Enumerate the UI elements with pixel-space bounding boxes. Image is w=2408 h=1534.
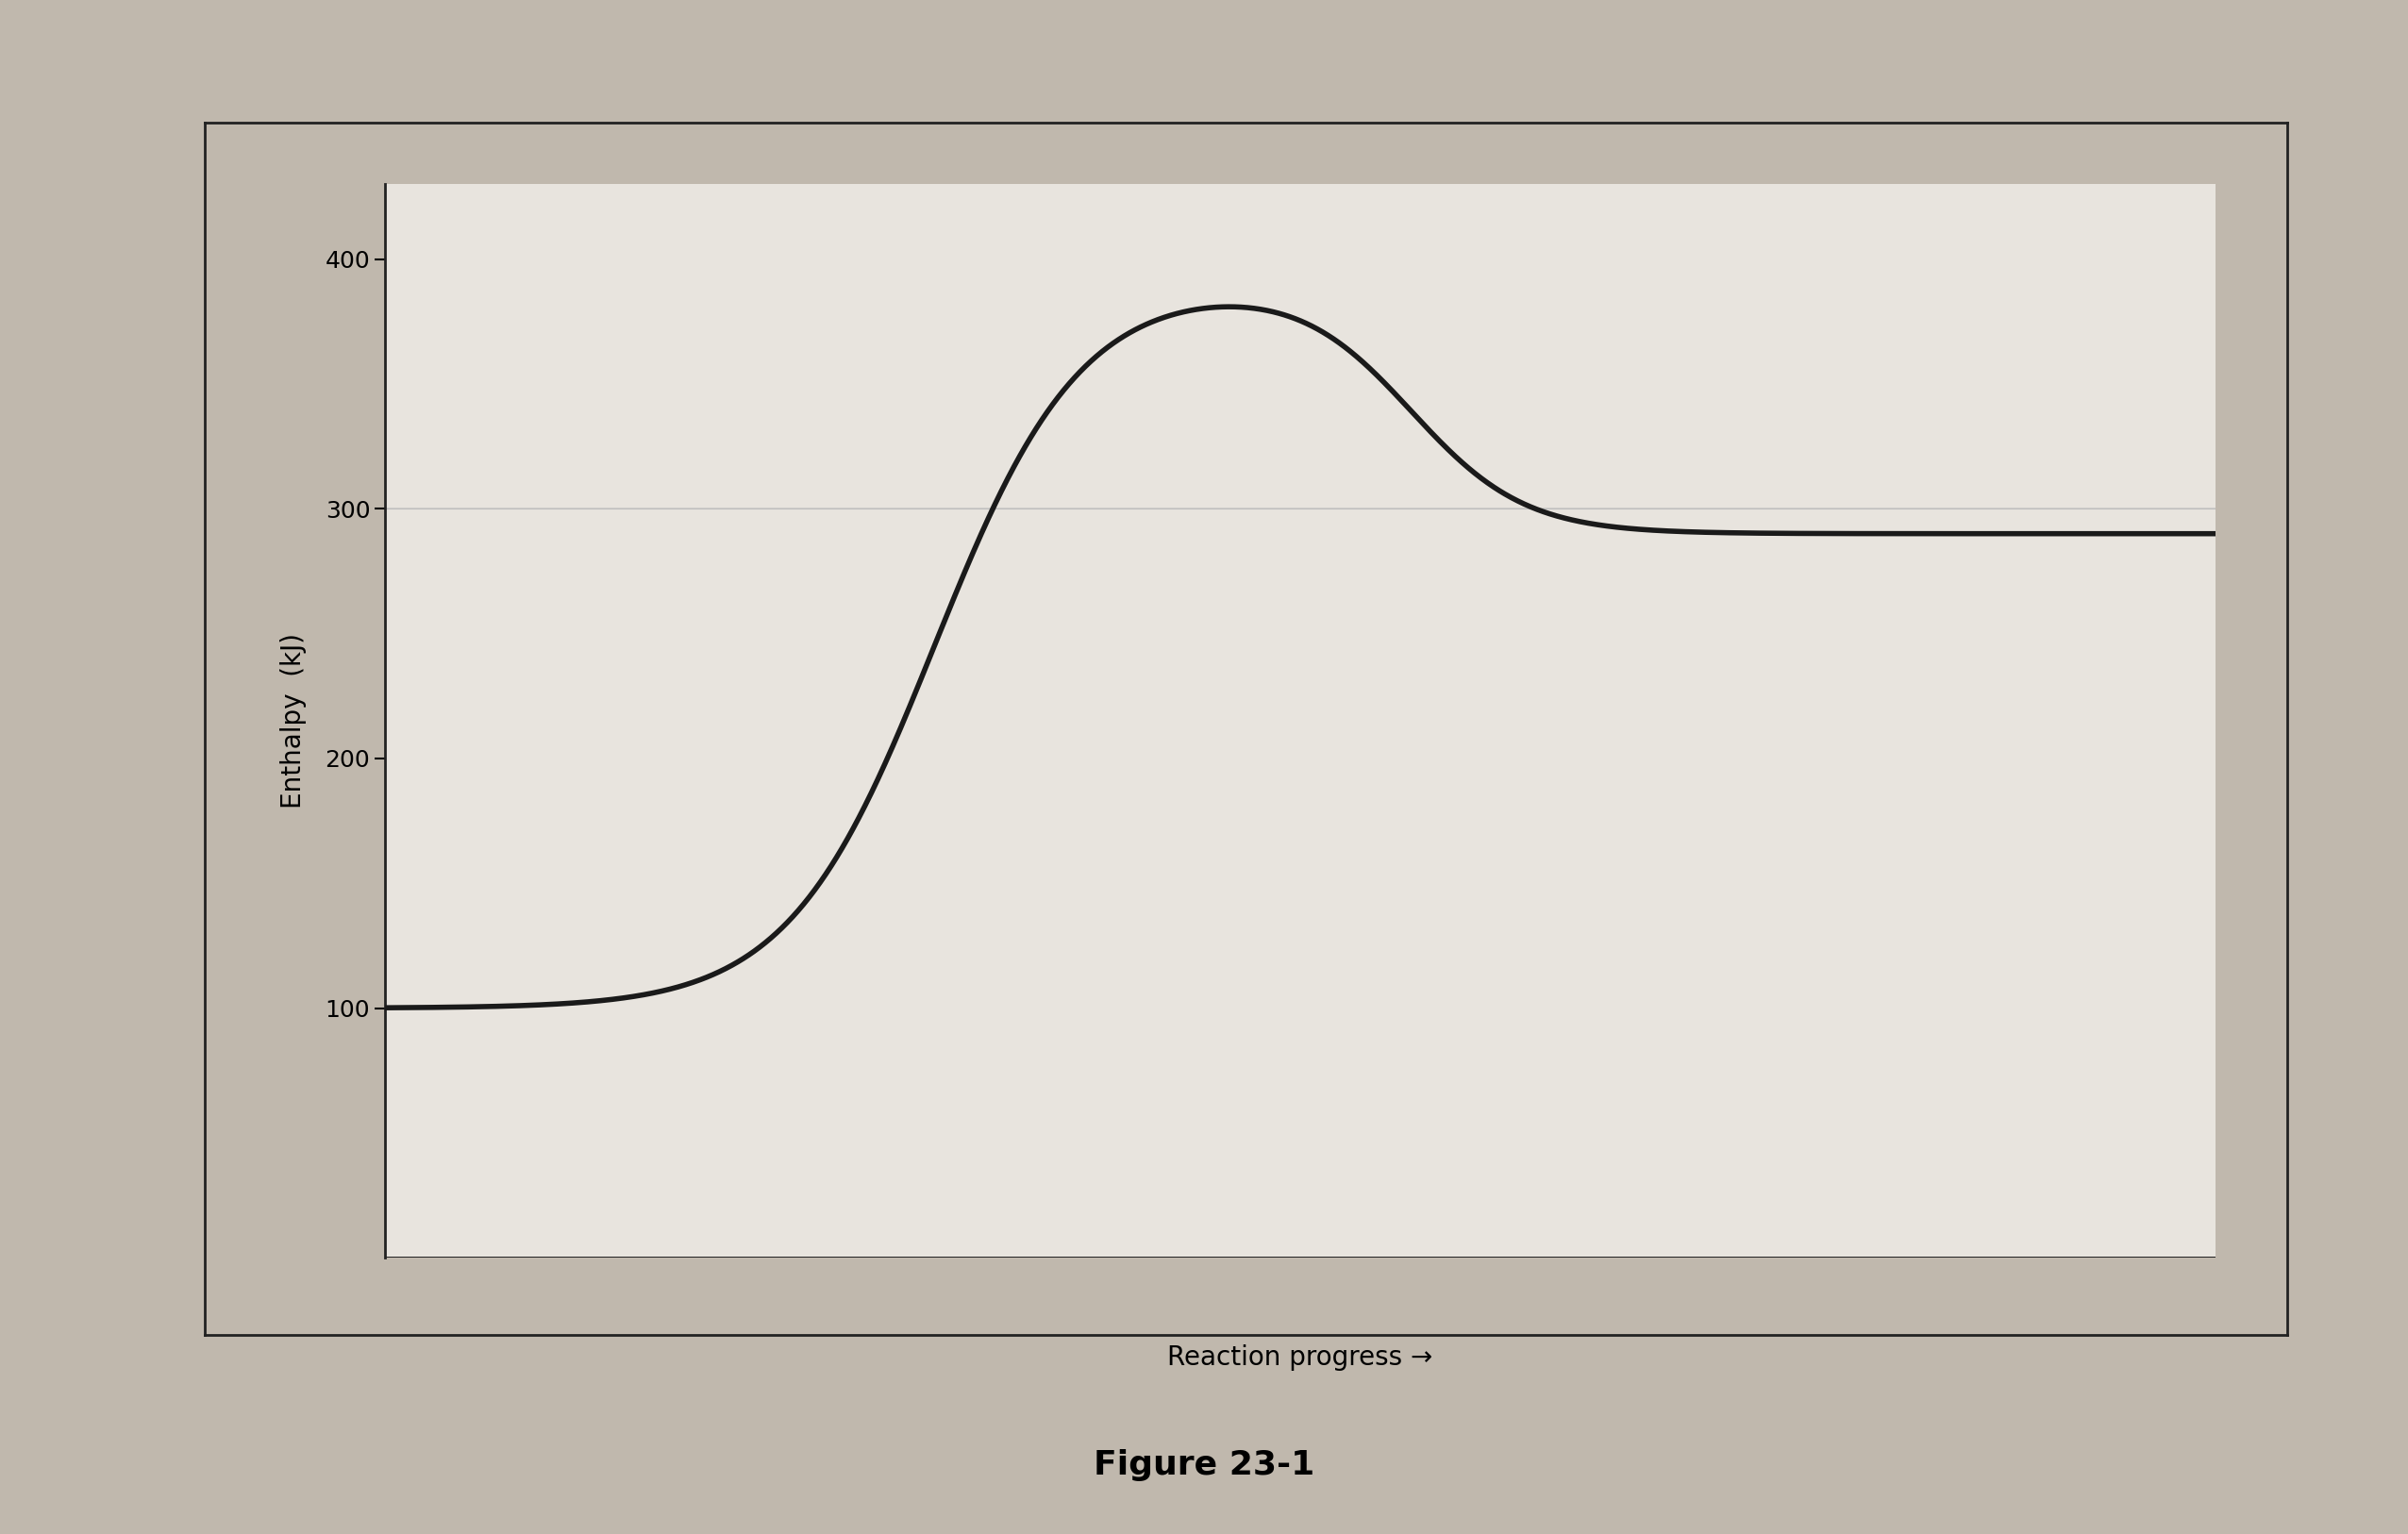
Text: Figure 23-1: Figure 23-1 bbox=[1093, 1450, 1315, 1480]
Y-axis label: Enthalpy  (kJ): Enthalpy (kJ) bbox=[279, 634, 306, 808]
Text: Reaction progress →: Reaction progress → bbox=[1168, 1344, 1433, 1371]
